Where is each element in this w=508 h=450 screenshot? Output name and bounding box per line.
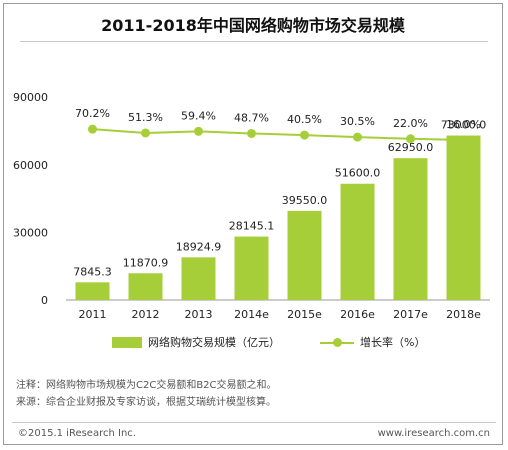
growth-rate-point [194,126,203,136]
bar-value-label: 11870.9 [123,256,169,269]
growth-rate-point [300,130,309,140]
legend-bar-entry: 网络购物交易规模（亿元） [112,334,280,350]
growth-rate-point [247,128,256,138]
growth-rate-point [141,128,150,138]
growth-rate-line [92,128,464,141]
y-tick-label: 30000 [13,226,48,239]
chart-panel: 2011-2018年中国网络购物市场交易规模 0 30000 60000 90000 7… [3,3,503,445]
legend-line-entry: 增长率（%） [320,334,425,350]
growth-rate-point [459,135,468,145]
growth-rate-label: 48.7% [234,111,269,124]
bar [446,135,481,300]
footer-divider [12,422,496,423]
bar [181,257,216,300]
legend-bar-swatch [112,336,142,348]
bar-value-label: 18924.9 [176,240,222,253]
legend-line-swatch [320,337,354,348]
growth-rate-label: 16.0% [446,118,481,131]
x-tick-label: 2017e [393,308,428,321]
legend-bar-label: 网络购物交易规模（亿元） [148,336,280,349]
x-tick-label: 2015e [287,308,322,321]
x-tick-label: 2016e [340,308,375,321]
bar [287,210,322,300]
y-tick-label: 60000 [13,159,48,172]
bar [128,273,163,300]
bar [393,158,428,300]
note-source: 来源：综合企业财报及专家访谈，根据艾瑞统计模型核算。 [16,397,276,408]
bar-value-label: 39550.0 [282,194,328,207]
x-tick-label: 2013 [185,308,213,321]
growth-rate-point [353,132,362,142]
copyright-text: ©2015.1 iResearch Inc. [18,428,136,439]
bar-value-label: 51600.0 [335,167,381,180]
bar [340,183,375,300]
website-text: www.iresearch.com.cn [377,428,490,439]
bar [234,236,269,300]
growth-rate-label: 40.5% [287,113,322,126]
notes: 注释：网络购物市场规模为C2C交易额和B2C交易额之和。 来源：综合企业财报及专… [16,377,277,411]
growth-rate-point [406,134,415,144]
x-tick-label: 2014e [234,308,269,321]
growth-rate-label: 22.0% [393,117,428,130]
y-tick-label: 90000 [13,91,48,104]
chart-title: 2011-2018年中国网络购物市场交易规模 [101,16,405,35]
y-tick-label: 0 [41,294,48,307]
note-annotation: 注释：网络购物市场规模为C2C交易额和B2C交易额之和。 [16,380,277,391]
growth-rate-label: 59.4% [181,109,216,122]
growth-rate-label: 30.5% [340,115,375,128]
title-divider [20,41,488,42]
bar-value-label: 7845.3 [73,265,112,278]
legend-line-label: 增长率（%） [360,336,426,349]
bar-value-label: 62950.0 [388,141,434,154]
growth-rate-label: 51.3% [128,111,163,124]
x-tick-label: 2012 [132,308,160,321]
growth-rate-point [88,124,97,134]
bar-value-label: 73000.0 [441,119,487,132]
chart-plot: 0 30000 60000 90000 7845.3 2011 11870.9 2012 189… [13,91,490,321]
growth-rate-label: 70.2% [75,107,110,120]
x-tick-label: 2018e [446,308,481,321]
bar-value-label: 28145.1 [229,220,275,233]
x-tick-label: 2011 [79,308,107,321]
bar [75,282,110,300]
